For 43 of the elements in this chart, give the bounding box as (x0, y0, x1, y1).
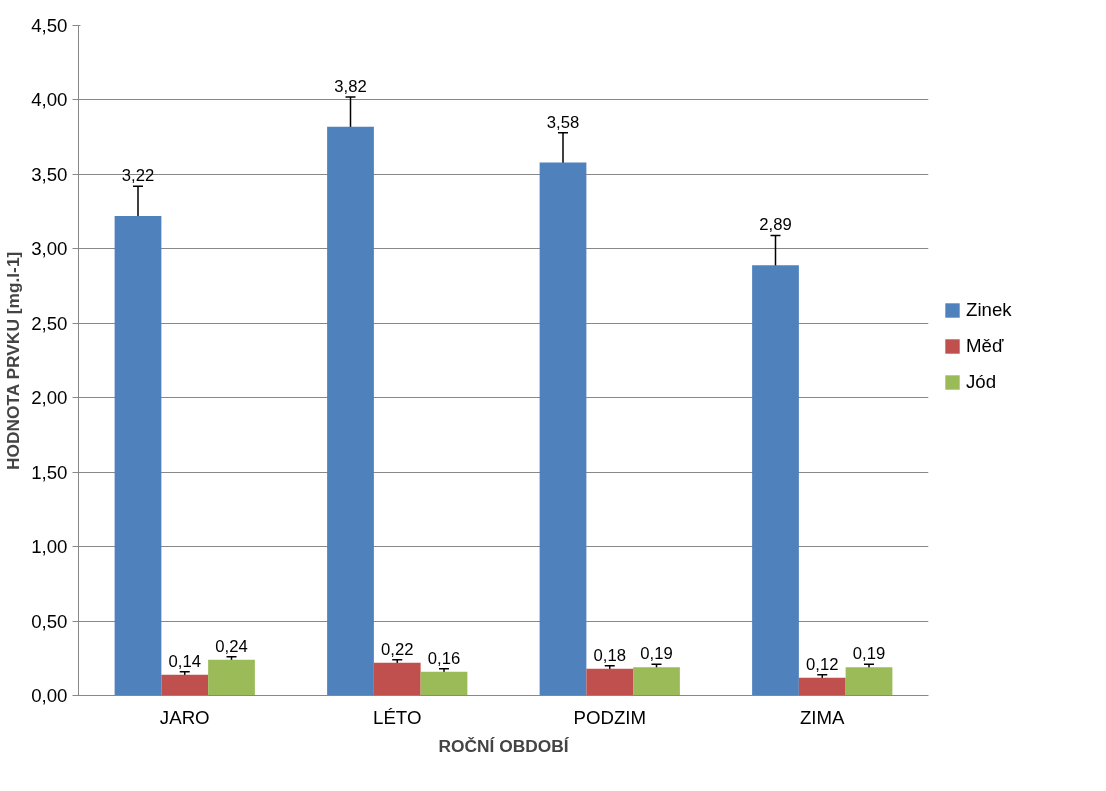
x-axis-title: ROČNÍ OBDOBÍ (438, 735, 570, 756)
y-axis-title: HODNOTA PRVKU [mg.l-1] (3, 251, 24, 470)
x-tick-label: JARO (159, 706, 210, 728)
y-tick-label: 4,00 (31, 89, 68, 111)
y-tick-label: 1,50 (31, 461, 68, 483)
data-label: 3,58 (546, 112, 580, 132)
bar (114, 216, 162, 696)
data-label: 3,22 (121, 166, 155, 186)
bar (752, 265, 799, 696)
y-tick-label: 0,00 (31, 685, 68, 706)
y-tick-label: 3,00 (31, 238, 68, 260)
bar (633, 667, 680, 696)
legend-label: Jód (966, 371, 997, 393)
data-label: 0,14 (168, 651, 201, 671)
bar (798, 677, 846, 696)
data-label: 0,19 (852, 644, 886, 664)
data-label: 0,16 (427, 648, 461, 668)
y-tick-label: 4,50 (31, 15, 68, 36)
bar (420, 671, 468, 696)
bar (208, 659, 255, 696)
y-tick-label: 0,50 (31, 610, 68, 632)
data-label: 0,12 (806, 654, 839, 674)
bar (539, 162, 587, 696)
bar (161, 674, 209, 696)
data-label: 0,24 (215, 636, 248, 656)
y-tick-label: 3,50 (31, 163, 68, 185)
bar (327, 126, 374, 696)
y-tick-label: 2,50 (31, 312, 68, 334)
x-tick-label: ZIMA (799, 706, 846, 728)
data-label: 0,22 (381, 639, 414, 659)
bar (586, 668, 634, 696)
x-tick-label: PODZIM (573, 706, 647, 728)
data-label: 2,89 (759, 215, 792, 235)
data-label: 0,18 (593, 645, 626, 665)
y-tick-label: 1,00 (31, 536, 68, 558)
legend-label: Měď (966, 335, 1004, 357)
y-tick-label: 2,00 (31, 387, 68, 409)
bar (373, 662, 421, 696)
data-label: 0,19 (640, 644, 673, 664)
legend-label: Zinek (966, 299, 1012, 321)
x-tick-label: LÉTO (373, 706, 422, 728)
bar (845, 667, 893, 696)
data-label: 3,82 (334, 76, 367, 96)
